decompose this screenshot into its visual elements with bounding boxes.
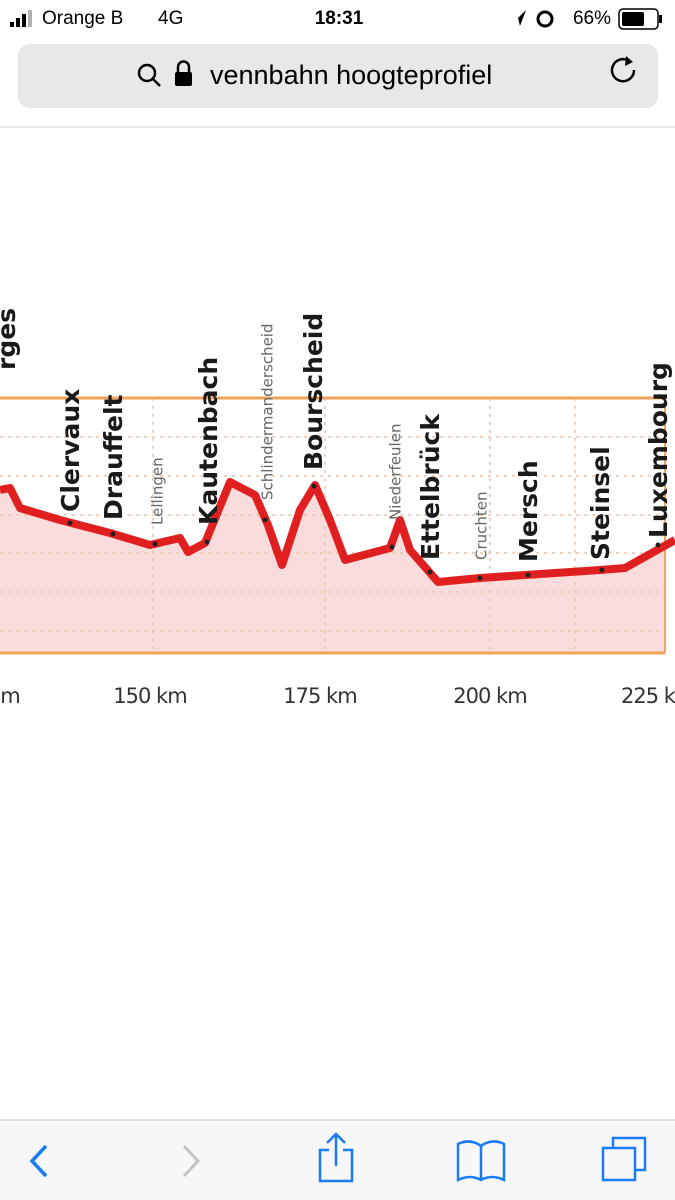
lock-icon [175,72,192,86]
toolbar-bg [0,1120,675,1200]
distance-label: 225 k [621,684,675,708]
place-label: Mersch [514,460,543,562]
search-icon [137,63,157,83]
reload-icon[interactable] [610,58,636,83]
stop [204,539,210,545]
battery-tip [659,15,662,23]
stops [67,483,661,581]
location-icon [510,10,526,26]
profile-fill [0,482,665,653]
address-bar[interactable]: vennbahn hoogteprofiel [18,44,658,108]
place-label: Schlindermanderscheid [259,324,277,500]
profile-line [0,478,675,586]
reload-arrow [625,56,633,66]
distance-label: 175 km [283,684,356,708]
signal-bar [10,22,14,27]
forward-button[interactable] [182,1144,201,1178]
tabs-button[interactable] [601,1136,647,1182]
place-label: Drauffelt [99,394,128,520]
stop [599,567,605,573]
stop [152,541,158,547]
bookmarks-button[interactable] [456,1140,506,1183]
stop [477,575,483,581]
battery-percent: 66% [573,8,611,29]
place-label: Clervaux [56,389,85,512]
stop [67,520,73,526]
signal-bar [16,18,20,27]
place-label: Niederfeulen [387,424,405,520]
battery-outline [618,8,659,30]
distance-label: m [0,684,19,708]
place-label: Cruchten [473,491,491,560]
place-label: Lellingen [149,457,167,525]
network: 4G [158,8,183,29]
lock-shackle [176,60,191,72]
alarm-icon [536,10,554,28]
search-icon-handle [152,78,161,87]
stop [525,572,531,578]
stop [427,569,433,575]
grid [0,398,665,653]
place-label: Kautenbach [194,357,223,525]
signal-bar [22,14,26,27]
share-arrow [326,1132,346,1166]
stop [110,531,116,537]
distance-label: 200 km [453,684,526,708]
place-label: Ettelbrück [416,413,445,560]
back-button[interactable] [29,1144,48,1178]
carrier: Orange B [42,8,123,29]
share-box [318,1148,354,1183]
place-label: Luxembourg [644,362,673,538]
share-button[interactable] [318,1132,354,1183]
toolbar [0,1119,675,1200]
address-field[interactable] [18,44,658,108]
stop [655,542,661,548]
url-text: vennbahn hoogteprofiel [210,60,492,90]
distance-label: 150 km [113,684,186,708]
tab-front [601,1146,637,1182]
signal-bar [28,10,32,27]
stop [389,544,395,550]
place-label: Bourscheid [299,313,328,470]
clock: 18:31 [315,8,364,29]
status-bar: Orange B 4G 18:31 66% [10,8,662,30]
battery-level [622,12,644,26]
stop [311,483,317,489]
place-label: rges [0,308,21,370]
elevation-image: rges Clervaux Drauffelt Lellingen Kauten… [0,308,675,708]
stop [262,517,268,523]
place-label: Steinsel [586,446,615,560]
